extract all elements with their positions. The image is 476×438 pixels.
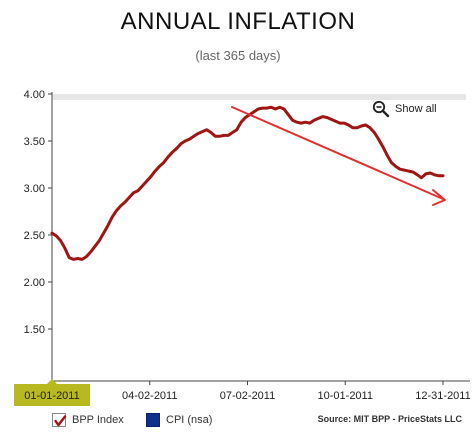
current-date-highlight	[14, 384, 90, 406]
show-all-button[interactable]: Show all	[372, 100, 437, 118]
chart-title: ANNUAL INFLATION	[120, 8, 356, 35]
y-tick-label: 3.00	[24, 183, 45, 195]
x-tick-label: 04-02-2011	[122, 390, 177, 402]
legend-swatch-cpi[interactable]	[146, 413, 160, 427]
source-credit: Source: MIT BPP - PriceStats LLC	[317, 414, 462, 424]
legend-item-cpi[interactable]: CPI (nsa)	[146, 413, 212, 427]
chart-subtitle: (last 365 days)	[195, 48, 281, 63]
y-tick-label: 1.50	[24, 324, 45, 336]
x-tick-label: 12-31-2011	[415, 390, 470, 402]
x-tick-label: 01-01-2011	[24, 390, 79, 402]
legend-label-cpi: CPI (nsa)	[166, 414, 213, 426]
highlight-pointer	[47, 379, 57, 384]
legend-label-bpp: BPP Index	[72, 414, 124, 426]
y-tick-label: 3.50	[24, 136, 45, 148]
x-tick-label: 10-01-2011	[318, 390, 373, 402]
y-tick-label: 2.50	[24, 230, 45, 242]
series-line-bpp-index	[50, 105, 445, 261]
trend-arrow-shaft	[231, 106, 444, 200]
y-tick-label: 4.00	[24, 89, 45, 101]
checkbox-checked-icon[interactable]	[52, 413, 67, 427]
legend-item-bpp[interactable]: BPP Index	[52, 413, 124, 427]
show-all-label: Show all	[395, 103, 437, 115]
y-tick-label: 2.00	[24, 277, 45, 289]
trend-arrow-head	[432, 189, 446, 206]
x-tick-label: 07-02-2011	[220, 390, 275, 402]
zoom-out-icon	[372, 100, 390, 118]
navigator-strip	[53, 94, 466, 100]
legend: BPP Index CPI (nsa) Source: MIT BPP - Pr…	[52, 413, 472, 431]
